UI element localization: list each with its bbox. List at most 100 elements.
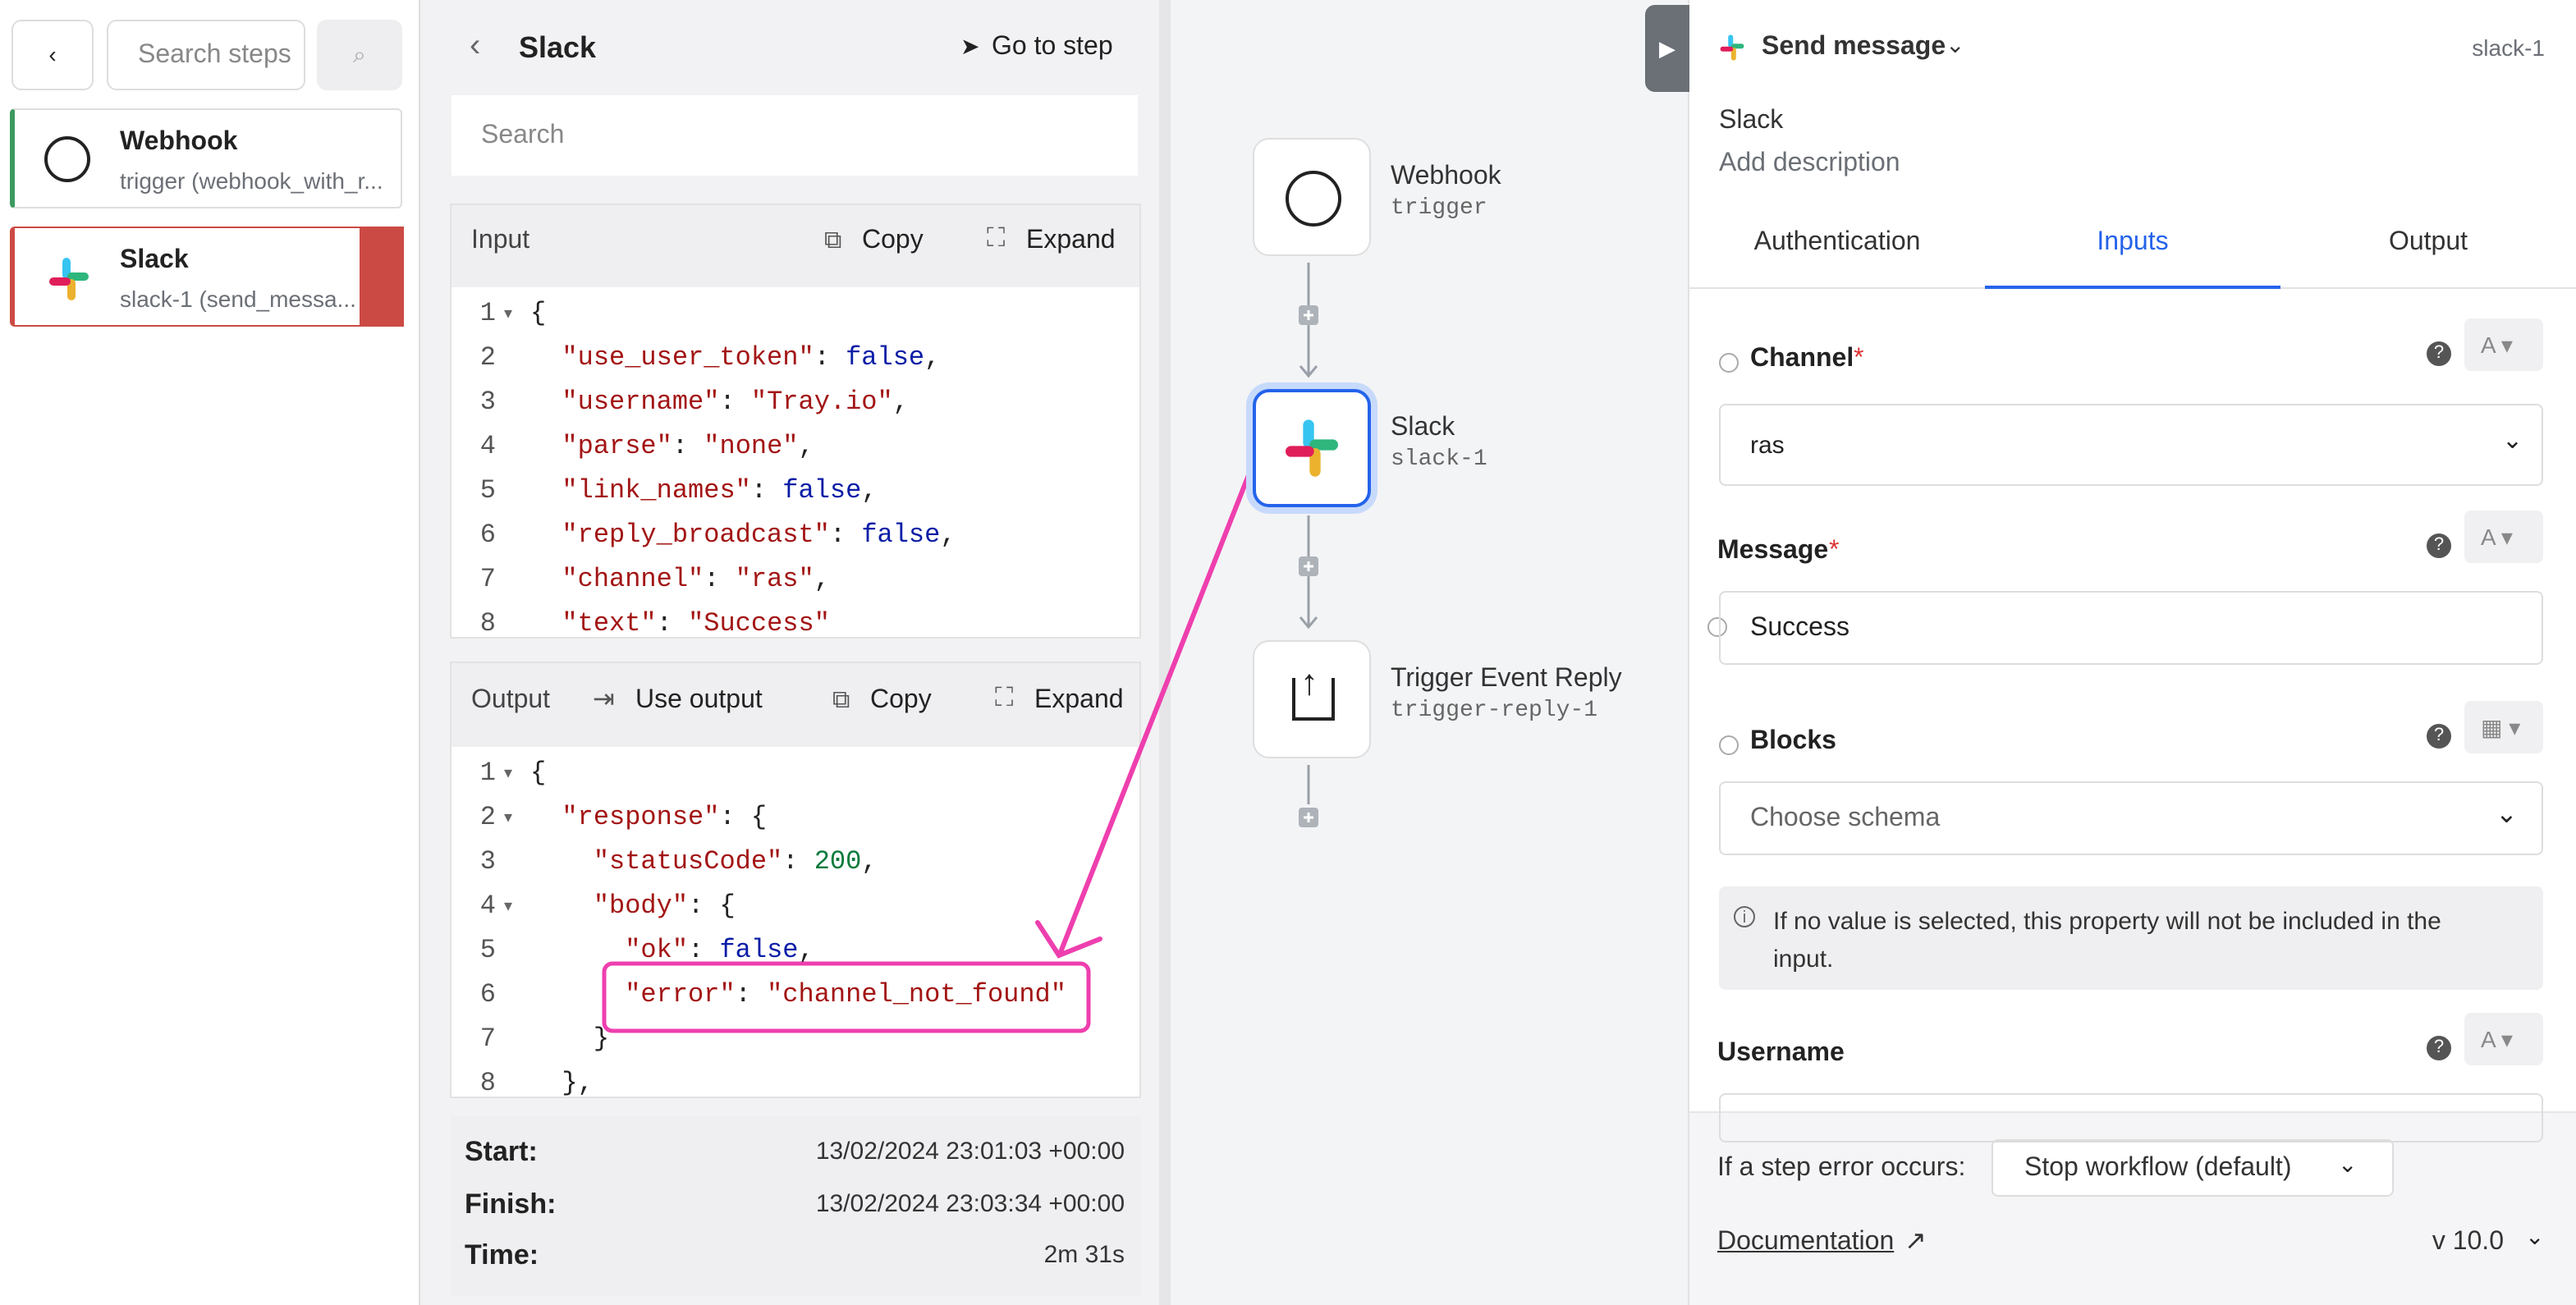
code-area: [451, 747, 1139, 1097]
select-placeholder: Choose schema: [1750, 804, 1941, 832]
help-icon[interactable]: ?: [2427, 533, 2451, 558]
line-number: 8: [479, 609, 496, 639]
code-line: "text": "Success": [561, 609, 830, 639]
input-value: Success: [1750, 614, 1849, 642]
code-area: [451, 287, 1139, 637]
version-select[interactable]: v 10.0: [2432, 1228, 2504, 1256]
step-subtitle: trigger (webhook_with_r...: [120, 167, 383, 194]
code-line: {: [530, 299, 547, 328]
error-select[interactable]: Stop workflow (default) ⌄: [1992, 1139, 2394, 1197]
node-subtitle: slack-1: [1391, 446, 1487, 473]
timing-label: Start:: [465, 1136, 538, 1167]
info-text: If no value is selected, this property w…: [1773, 908, 2441, 973]
slack-icon: [49, 258, 89, 300]
fold-marker: ▾: [504, 765, 513, 783]
optional-toggle[interactable]: [1719, 353, 1739, 373]
tab[interactable]: Output: [2388, 228, 2468, 256]
expand-icon: ⛶: [987, 225, 1006, 253]
code-line: "link_names": false,: [561, 476, 878, 506]
line-number: 3: [479, 847, 496, 877]
timing-value: 13/02/2024 23:03:34 +00:00: [815, 1189, 1125, 1217]
step-card[interactable]: Slack slack-1 (send_messa...: [10, 227, 404, 327]
line-number: 1: [479, 758, 496, 788]
copy-button[interactable]: Copy: [862, 227, 924, 254]
reply-arrow: ↑: [1300, 662, 1318, 703]
step-description[interactable]: Add description: [1719, 149, 1900, 177]
reply-icon: [1292, 678, 1335, 721]
timing-label: Time:: [465, 1239, 539, 1271]
select[interactable]: Choose schema ⌄: [1719, 781, 2543, 855]
workflow-node[interactable]: [1253, 389, 1371, 507]
operation-select[interactable]: Send message: [1762, 33, 1946, 61]
code-line: "parse": "none",: [561, 432, 814, 461]
type-select[interactable]: A ▾: [2464, 318, 2543, 371]
select[interactable]: ras ⌄: [1719, 404, 2543, 486]
tab[interactable]: Inputs: [1985, 200, 2280, 289]
cursor-icon: ➤: [960, 33, 980, 59]
documentation-link[interactable]: Documentation: [1717, 1228, 1895, 1256]
code-line: "ok": false,: [625, 936, 814, 965]
slack-icon: [1720, 34, 1744, 61]
expand-icon: ⛶: [995, 685, 1014, 712]
optional-toggle[interactable]: [1707, 617, 1727, 637]
type-select[interactable]: A ▾: [2464, 1013, 2543, 1065]
field-label: Message: [1717, 537, 1829, 565]
step-name: Slack: [1719, 107, 1784, 135]
fold-marker: ▾: [504, 898, 513, 916]
code-line: "channel": "ras",: [561, 565, 830, 594]
step-card[interactable]: Webhook trigger (webhook_with_r...: [10, 108, 402, 208]
tab[interactable]: Authentication: [1753, 228, 1921, 256]
node-title: Slack: [1391, 414, 1455, 442]
help-icon[interactable]: ?: [2427, 724, 2451, 749]
copy-icon: ⧉: [824, 227, 842, 254]
fold-marker: ▾: [504, 809, 513, 827]
step-title: Slack: [120, 246, 189, 274]
line-number: 4: [479, 891, 496, 921]
line-number: 5: [479, 476, 496, 506]
line-number: 6: [479, 980, 496, 1010]
code-line: }: [530, 1024, 610, 1054]
select-value: ras: [1750, 432, 1785, 460]
text-input[interactable]: Success: [1719, 591, 2543, 665]
help-icon[interactable]: ?: [2427, 1036, 2451, 1060]
use-output-button[interactable]: Use output: [635, 686, 763, 714]
expand-button[interactable]: Expand: [1026, 227, 1116, 254]
go-to-step[interactable]: Go to step: [992, 33, 1113, 61]
search-box[interactable]: Search: [451, 95, 1138, 176]
line-number: 7: [479, 1024, 496, 1054]
help-icon[interactable]: ?: [2427, 341, 2451, 366]
search-box[interactable]: Search steps: [107, 20, 305, 90]
chevron: ⌄: [2502, 427, 2523, 455]
node-title: Trigger Event Reply: [1391, 665, 1622, 693]
expand-button[interactable]: Expand: [1034, 686, 1124, 714]
collapse-tab[interactable]: ▶: [1645, 5, 1689, 92]
node-subtitle: trigger-reply-1: [1391, 698, 1598, 724]
code-line: "reply_broadcast": false,: [561, 520, 956, 550]
required-mark: *: [1829, 537, 1840, 565]
workflow-node[interactable]: [1253, 138, 1371, 256]
search-button[interactable]: ⌕: [317, 20, 402, 90]
line-number: 6: [479, 520, 496, 550]
timing-value: 2m 31s: [1043, 1241, 1125, 1269]
back-icon[interactable]: ‹: [470, 28, 481, 64]
error-marker: [360, 227, 404, 327]
line-number: 4: [479, 432, 496, 461]
type-select[interactable]: A ▾: [2464, 511, 2543, 563]
copy-button[interactable]: Copy: [870, 686, 932, 714]
type-select[interactable]: ▦ ▾: [2464, 701, 2543, 753]
properties-panel: [1688, 0, 2576, 1305]
panel-title: Slack: [519, 31, 597, 64]
chevron: ⌄: [2496, 801, 2518, 829]
line-number: 3: [479, 387, 496, 417]
workflow-node[interactable]: ↑: [1253, 640, 1371, 758]
node-subtitle: trigger: [1391, 195, 1487, 222]
line-number: 8: [479, 1069, 496, 1098]
text-input[interactable]: [1719, 1093, 2543, 1142]
error-label: If a step error occurs:: [1717, 1154, 1966, 1182]
back-button[interactable]: ‹: [11, 20, 94, 90]
optional-toggle[interactable]: [1719, 735, 1739, 755]
timing-value: 13/02/2024 23:01:03 +00:00: [815, 1138, 1125, 1165]
slack-icon: [1286, 419, 1338, 477]
external-icon: ↗: [1904, 1228, 1927, 1256]
